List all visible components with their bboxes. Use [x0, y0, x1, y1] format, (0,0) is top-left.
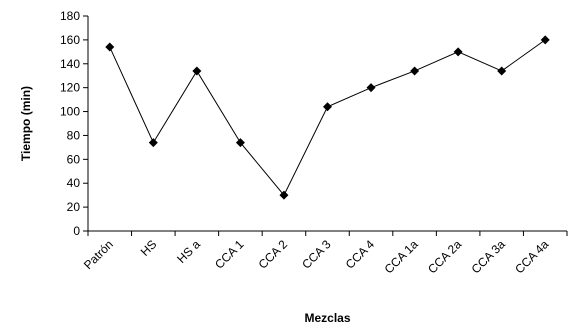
data-point: [148, 138, 158, 148]
data-point: [453, 47, 463, 57]
x-tick-label: HS a: [174, 237, 203, 266]
y-ticks: 0 20 40 60 80 100 120 140 160 180: [60, 9, 88, 238]
y-tick-label: 40: [67, 176, 81, 190]
y-tick-label: 60: [67, 152, 81, 166]
data-point: [540, 35, 550, 45]
x-axis-title: Mezclas: [304, 311, 350, 325]
data-point: [410, 66, 420, 76]
data-point: [192, 66, 202, 76]
x-tick-label: CCA 3: [299, 237, 334, 272]
data-point: [366, 83, 376, 93]
x-tick-label: CCA 2: [256, 237, 291, 272]
x-tick-label: CCA 1: [212, 237, 247, 272]
data-point: [323, 102, 332, 112]
y-tick-label: 120: [60, 81, 80, 95]
y-tick-label: 140: [60, 57, 80, 71]
x-tick-label: CCA 2a: [425, 237, 464, 276]
y-tick-label: 100: [60, 105, 80, 119]
x-tick-label: CCA 1a: [382, 237, 421, 276]
y-tick-label: 180: [60, 9, 80, 23]
x-tick-label: Patrón: [81, 237, 116, 272]
series-layer: [105, 35, 550, 200]
axes: [87, 16, 567, 232]
x-ticks: Patrón HS HS a CCA 1 CCA 2 CCA 3 CCA 4 CCA 1a CC…: [81, 231, 568, 276]
y-tick-label: 160: [60, 33, 80, 47]
x-tick-label: CCA 4a: [512, 237, 551, 276]
series-line: [109, 39, 546, 197]
y-tick-label: 80: [67, 128, 81, 142]
y-tick-label: 20: [67, 200, 81, 214]
data-point: [279, 190, 289, 200]
data-point: [105, 42, 115, 52]
x-tick-label: HS: [138, 237, 160, 259]
y-axis-title: Tiempo (min): [19, 86, 33, 161]
data-point: [235, 138, 245, 148]
x-tick-label: CCA 4: [343, 237, 378, 272]
y-tick-label: 0: [73, 224, 80, 238]
x-tick-label: CCA 3a: [469, 237, 508, 276]
data-point: [497, 66, 507, 76]
